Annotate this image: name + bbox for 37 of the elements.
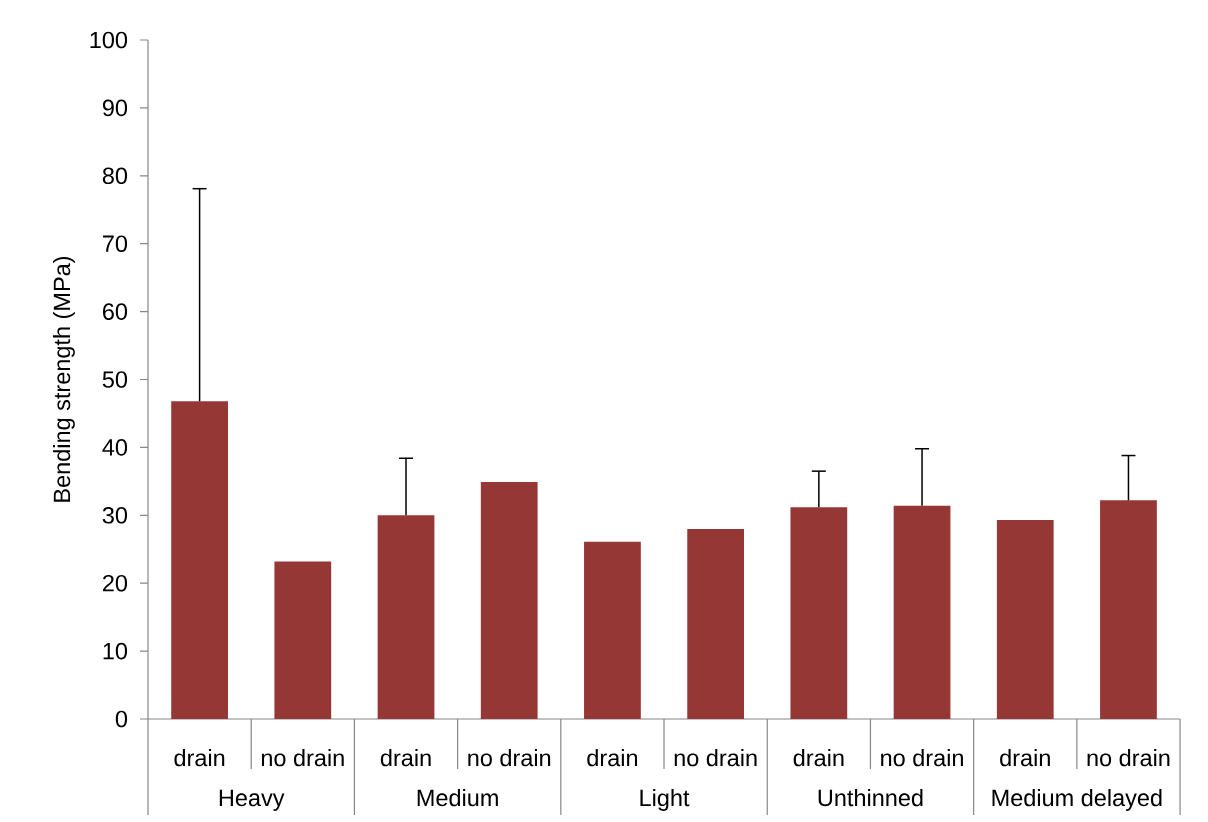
y-tick-label: 100 — [90, 31, 128, 49]
bar — [584, 541, 641, 719]
x-tick-label: no drain — [261, 749, 344, 767]
x-tick-label: drain — [587, 749, 638, 767]
y-tick-label: 50 — [102, 371, 128, 388]
text: Light — [640, 788, 690, 811]
x-tick-label: no drain — [674, 749, 757, 767]
y-tick-label: 20 — [103, 574, 128, 592]
text: Unthinned — [818, 788, 923, 807]
x-tick-label: no drain — [1087, 749, 1170, 767]
bar — [480, 482, 538, 719]
y-tick-label: 40 — [102, 439, 128, 456]
y-tick-label: 30 — [102, 506, 128, 524]
x-tick-label: drain — [793, 749, 844, 767]
bar — [377, 515, 435, 719]
x-tick-label: drain — [380, 749, 431, 767]
x-tick-label: drain — [1000, 749, 1050, 767]
bar — [171, 401, 228, 719]
bar — [893, 505, 951, 719]
y-tick-label: 0 — [115, 710, 128, 728]
x-tick-label: no drain — [468, 749, 551, 767]
bar — [790, 507, 848, 719]
y-tick-label: 10 — [103, 642, 128, 660]
y-axis-title: Bending strength (MPa) — [52, 256, 75, 502]
bar — [687, 528, 745, 719]
x-tick-label: no drain — [881, 749, 963, 767]
text: Medium delayed — [992, 788, 1162, 811]
x-tick-label: drain — [174, 749, 225, 767]
y-tick-label: 70 — [103, 235, 128, 253]
y-tick-label: 90 — [102, 99, 128, 117]
text: Medium — [417, 788, 498, 807]
y-tick-label: 60 — [103, 303, 128, 320]
bar — [1100, 500, 1157, 719]
y-tick-label: 80 — [102, 167, 128, 185]
bar — [274, 561, 332, 719]
text: Heavy — [219, 789, 285, 811]
bar — [996, 520, 1054, 719]
